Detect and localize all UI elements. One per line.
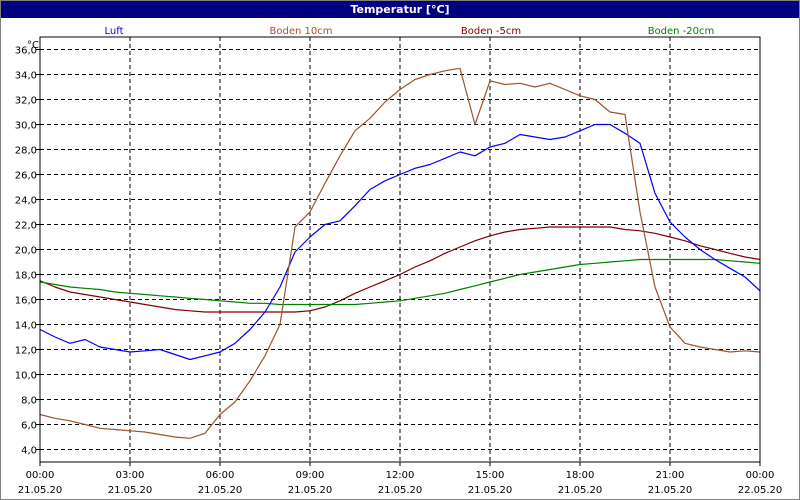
x-tick-date-label: 21.05.20 bbox=[198, 485, 243, 496]
x-tick-time-label: 15:00 bbox=[476, 470, 505, 481]
x-tick-date-label: 21.05.20 bbox=[18, 485, 63, 496]
legend-entry: Boden -20cm bbox=[648, 26, 715, 37]
y-tick-label: 24,0 bbox=[15, 196, 37, 207]
legend: Luft Boden 10cm Boden -5cm Boden -20cm bbox=[105, 26, 715, 37]
x-tick-time-label: 18:00 bbox=[566, 470, 595, 481]
x-tick-time-label: 03:00 bbox=[116, 470, 145, 481]
x-tick-date-label: 21.05.20 bbox=[108, 485, 153, 496]
y-axis-unit-label: °C bbox=[27, 40, 39, 51]
x-tick-date-label: 21.05.20 bbox=[558, 485, 603, 496]
x-axis: 00:00 21.05.20 03:00 21.05.20 06:00 21.05.20 0… bbox=[18, 462, 783, 496]
x-tick-date-label: 22.05.20 bbox=[738, 485, 783, 496]
y-tick-label: 16,0 bbox=[15, 296, 37, 307]
y-tick-label: 26,0 bbox=[15, 171, 37, 182]
y-tick-label: 36,0 bbox=[15, 46, 37, 57]
y-tick-label: 32,0 bbox=[15, 96, 37, 107]
y-tick-label: 14,0 bbox=[15, 321, 37, 332]
y-tick-label: 12,0 bbox=[15, 346, 37, 357]
legend-entry: Boden 10cm bbox=[270, 26, 333, 37]
series-line-luft bbox=[39, 123, 761, 361]
x-tick-date-label: 21.05.20 bbox=[378, 485, 423, 496]
y-tick-label: 34,0 bbox=[15, 71, 37, 82]
x-tick-date-label: 21.05.20 bbox=[468, 485, 513, 496]
x-tick-time-label: 00:00 bbox=[26, 470, 55, 481]
series-layer bbox=[39, 67, 761, 439]
series-line-boden-5cm bbox=[39, 226, 761, 313]
series-line-boden-10cm bbox=[39, 67, 761, 439]
x-tick-time-label: 09:00 bbox=[296, 470, 325, 481]
y-tick-label: 28,0 bbox=[15, 146, 37, 157]
legend-entry: Boden -5cm bbox=[461, 26, 521, 37]
x-tick-time-label: 06:00 bbox=[206, 470, 235, 481]
x-tick-time-label: 00:00 bbox=[746, 470, 775, 481]
y-tick-label: 4,0 bbox=[21, 446, 37, 457]
y-tick-label: 6,0 bbox=[21, 421, 37, 432]
x-tick-time-label: 21:00 bbox=[656, 470, 685, 481]
plot-frame bbox=[39, 36, 761, 463]
legend-entry: Luft bbox=[105, 26, 124, 37]
grid-layer bbox=[40, 37, 760, 462]
y-tick-label: 18,0 bbox=[15, 271, 37, 282]
y-tick-label: 22,0 bbox=[15, 221, 37, 232]
y-axis: 4,0 6,0 8,0 10,0 12,0 14,0 16,0 18,0 20,0 22,0 24,… bbox=[15, 40, 40, 457]
y-tick-label: 8,0 bbox=[21, 396, 37, 407]
y-tick-label: 10,0 bbox=[15, 371, 37, 382]
y-tick-label: 20,0 bbox=[15, 246, 37, 257]
series-line-boden-20cm bbox=[39, 258, 761, 306]
x-tick-date-label: 21.05.20 bbox=[288, 485, 333, 496]
window-title: Temperatur [°C] bbox=[1, 1, 799, 18]
y-tick-label: 30,0 bbox=[15, 121, 37, 132]
x-tick-date-label: 21.05.20 bbox=[648, 485, 693, 496]
x-tick-time-label: 12:00 bbox=[386, 470, 415, 481]
